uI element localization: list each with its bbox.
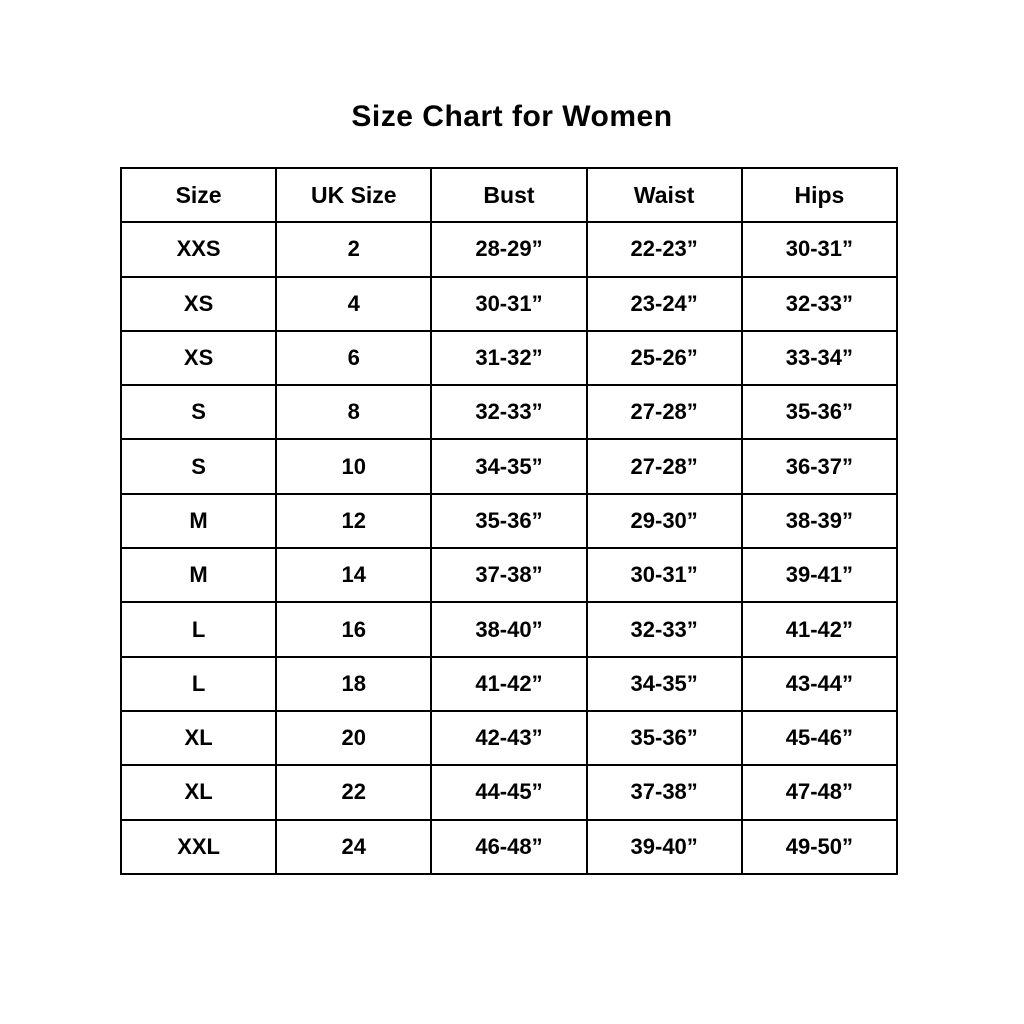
table-cell: 38-39”	[740, 492, 899, 550]
table-cell: 27-28”	[585, 384, 743, 441]
table-cell: 35-36”	[430, 492, 588, 550]
table-cell: 33-34”	[740, 329, 899, 387]
table-row: XL 22 44-45” 37-38” 47-48”	[119, 764, 899, 821]
table-cell: 41-42”	[740, 601, 899, 658]
table-cell: 30-31”	[740, 221, 899, 278]
table-header: Size UK Size Bust Waist Hips	[119, 166, 899, 224]
table-cell: 28-29”	[430, 221, 588, 278]
table-cell: 32-33”	[740, 275, 899, 332]
table-row: M 14 37-38” 30-31” 39-41”	[119, 547, 899, 604]
table-cell: 35-36”	[585, 709, 743, 767]
table-cell: 30-31”	[430, 275, 588, 332]
table-row: L 16 38-40” 32-33” 41-42”	[119, 601, 899, 658]
table-cell: XS	[119, 275, 278, 332]
table-cell: 4	[275, 275, 433, 332]
table-cell: 46-48”	[430, 818, 588, 875]
table-cell: 23-24”	[585, 275, 743, 332]
table-cell: 36-37”	[740, 438, 899, 495]
page-title: Size Chart for Women	[351, 100, 673, 133]
table-cell: 32-33”	[585, 601, 743, 658]
table-row: XXL 24 46-48” 39-40” 49-50”	[119, 818, 899, 875]
column-header-waist: Waist	[585, 166, 743, 224]
table-cell: 27-28”	[585, 438, 743, 495]
table-cell: XS	[119, 329, 278, 387]
table-cell: 24	[275, 818, 433, 875]
table-cell: 18	[275, 655, 433, 712]
table-cell: 37-38”	[585, 764, 743, 821]
table-cell: 29-30”	[585, 492, 743, 550]
table-row: S 10 34-35” 27-28” 36-37”	[119, 438, 899, 495]
column-header-size: Size	[119, 166, 278, 224]
table-cell: M	[119, 492, 278, 550]
column-header-bust: Bust	[430, 166, 588, 224]
table-row: XS 6 31-32” 25-26” 33-34”	[119, 329, 899, 387]
table-cell: 20	[275, 709, 433, 767]
table-row: XL 20 42-43” 35-36” 45-46”	[119, 709, 899, 767]
table-cell: XXL	[119, 818, 278, 875]
table-cell: 6	[275, 329, 433, 387]
table-cell: L	[119, 601, 278, 658]
table-cell: 16	[275, 601, 433, 658]
table-cell: M	[119, 547, 278, 604]
table-cell: XXS	[119, 221, 278, 278]
table-cell: 34-35”	[430, 438, 588, 495]
table-cell: S	[119, 384, 278, 441]
table-header-row: Size UK Size Bust Waist Hips	[119, 166, 899, 224]
table-cell: 37-38”	[430, 547, 588, 604]
table-cell: 22-23”	[585, 221, 743, 278]
column-header-hips: Hips	[740, 166, 899, 224]
table-cell: L	[119, 655, 278, 712]
table-cell: 39-41”	[740, 547, 899, 604]
table-cell: 43-44”	[740, 655, 899, 712]
table-cell: 41-42”	[430, 655, 588, 712]
table-cell: 14	[275, 547, 433, 604]
size-chart-table: Size UK Size Bust Waist Hips XXS 2 28-29” 22-23…	[119, 166, 899, 875]
table-cell: 49-50”	[740, 818, 899, 875]
table-cell: 12	[275, 492, 433, 550]
table-cell: S	[119, 438, 278, 495]
table-body: XXS 2 28-29” 22-23” 30-31” XS 4 30-31” 23-24” 32-…	[119, 221, 899, 875]
table-row: S 8 32-33” 27-28” 35-36”	[119, 384, 899, 441]
table-row: L 18 41-42” 34-35” 43-44”	[119, 655, 899, 712]
table-cell: 25-26”	[585, 329, 743, 387]
table-cell: 44-45”	[430, 764, 588, 821]
table-cell: 42-43”	[430, 709, 588, 767]
table-row: XXS 2 28-29” 22-23” 30-31”	[119, 221, 899, 278]
table-row: M 12 35-36” 29-30” 38-39”	[119, 492, 899, 550]
table-cell: 34-35”	[585, 655, 743, 712]
table-cell: XL	[119, 709, 278, 767]
table-cell: 31-32”	[430, 329, 588, 387]
table-cell: 8	[275, 384, 433, 441]
table-cell: 45-46”	[740, 709, 899, 767]
table-cell: 38-40”	[430, 601, 588, 658]
table-row: XS 4 30-31” 23-24” 32-33”	[119, 275, 899, 332]
column-header-uk-size: UK Size	[275, 166, 433, 224]
table-cell: XL	[119, 764, 278, 821]
table-cell: 35-36”	[740, 384, 899, 441]
table-cell: 39-40”	[585, 818, 743, 875]
table-cell: 30-31”	[585, 547, 743, 604]
table-cell: 10	[275, 438, 433, 495]
table-cell: 2	[275, 221, 433, 278]
table-cell: 47-48”	[740, 764, 899, 821]
table-cell: 32-33”	[430, 384, 588, 441]
table-cell: 22	[275, 764, 433, 821]
